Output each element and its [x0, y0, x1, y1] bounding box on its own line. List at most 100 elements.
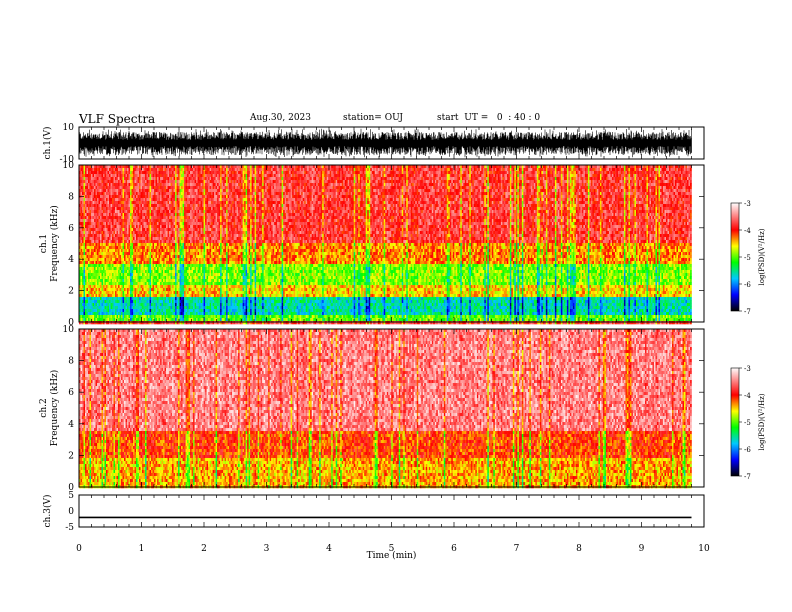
ch1-spec-cell: [101, 165, 104, 169]
ch1-spec-cell: [100, 222, 102, 226]
ch1-spec-cell: [103, 309, 105, 313]
ch1-spec-cell: [98, 309, 101, 313]
ch1-spec-cell: [92, 270, 95, 274]
ch1-spec-cell: [95, 204, 98, 208]
ch1-spec-cell: [131, 243, 134, 247]
ch1-spec-cell: [113, 207, 116, 211]
ch1-spec-cell: [79, 282, 81, 286]
ch1-spec-cell: [131, 294, 134, 298]
ch1-spec-cell: [104, 210, 107, 214]
ch1-spec-cell: [80, 321, 83, 325]
ch1-spec-cell: [104, 273, 107, 277]
ch1-spec-cell: [124, 261, 126, 265]
ch1-spec-cell: [128, 225, 131, 229]
ch1-spec-cell: [92, 285, 95, 289]
ch1-spec-cell: [91, 318, 93, 322]
ch1-spec-cell: [104, 318, 107, 322]
ch1-spec-cell: [94, 303, 96, 307]
ch1-spec-cell: [118, 228, 120, 232]
ch1-spec-cell: [97, 231, 99, 235]
ch1-spec-cell: [125, 321, 128, 325]
ch1-spec-cell: [107, 180, 110, 184]
ch1-spec-cell: [112, 177, 114, 181]
ch1-spec-cell: [128, 276, 131, 280]
ch1-spec-cell: [97, 171, 99, 175]
ch1-spec-cell: [89, 309, 92, 313]
ch1-spec-cell: [86, 201, 89, 205]
ch1-spec-cell: [122, 219, 125, 223]
ch1-spec-cell: [79, 225, 81, 229]
ch1-spec-cell: [130, 288, 132, 292]
ch1-spec-cell: [106, 321, 108, 325]
ch1-spec-cell: [98, 234, 101, 238]
ch1-spec-cell: [109, 207, 111, 211]
ch1-spec-cell: [88, 273, 90, 277]
ch1-spec-cell: [130, 246, 132, 250]
ch1-spec-cell: [125, 237, 128, 241]
ch1-spec-cell: [80, 303, 83, 307]
ch1-spec-cell: [109, 192, 111, 196]
ch1-spec-cell: [91, 297, 93, 301]
ch1-spec-cell: [122, 207, 125, 211]
ch1-spec-cell: [83, 276, 86, 280]
ch1-spec-cell: [110, 297, 113, 301]
ch1-spec-cell: [131, 213, 134, 217]
ch1-spec-cell: [88, 285, 90, 289]
ch1-spec-cell: [94, 315, 96, 319]
ch1-spec-cell: [127, 198, 129, 202]
ch1-spec-cell: [106, 300, 108, 304]
ch1-spec-cell: [95, 246, 98, 250]
ch1-spec-cell: [131, 231, 134, 235]
ch1-spec-cell: [85, 201, 87, 205]
ch1-spec-cell: [79, 306, 81, 310]
ch1-spec-cell: [109, 279, 111, 283]
ch1-spec-cell: [104, 228, 107, 232]
ch1-spec-cell: [115, 171, 117, 175]
ch1-spec-cell: [122, 282, 125, 286]
ch1-spec-cell: [101, 291, 104, 295]
ch1-spec-cell: [115, 168, 117, 172]
ch1-spec-cell: [91, 288, 93, 292]
ch1-spec-cell: [131, 237, 134, 241]
ch1-spec-cell: [104, 171, 107, 175]
ch1-spec-cell: [115, 288, 117, 292]
ch1-spec-cell: [97, 252, 99, 256]
ch1-spec-cell: [103, 303, 105, 307]
ch1-spec-cell: [101, 219, 104, 223]
ch1-spec-cell: [98, 180, 101, 184]
ch1-spec-cell: [118, 183, 120, 187]
ch1-spec-cell: [107, 165, 110, 169]
ch1-spec-cell: [95, 198, 98, 202]
ch1-spec-cell: [97, 234, 99, 238]
ch1-spec-cell: [85, 231, 87, 235]
ch1-spec-cell: [91, 228, 93, 232]
ch1-spec-cell: [106, 228, 108, 232]
ch1-spec-cell: [127, 279, 129, 283]
ch1-spec-cell: [109, 180, 111, 184]
ch1-spec-cell: [128, 195, 131, 199]
ch1-spec-cell: [85, 321, 87, 325]
ch1-spec-cell: [116, 276, 119, 280]
ch1-spec-cell: [128, 177, 131, 181]
ch1-spec-cell: [112, 243, 114, 247]
ch1-spec-cell: [122, 315, 125, 319]
ch1-spec-cell: [104, 174, 107, 178]
ch1-spec-cell: [89, 195, 92, 199]
ch1-spec-cell: [83, 294, 86, 298]
ch1-spec-cell: [130, 207, 132, 211]
ch1-spec-cell: [104, 168, 107, 172]
ch1-spec-cell: [83, 246, 86, 250]
ch1-spec-cell: [130, 315, 132, 319]
ch1-spec-cell: [98, 225, 101, 229]
ch1-spec-cell: [118, 288, 120, 292]
ch1-spec-cell: [94, 255, 96, 259]
ch1-spec-cell: [121, 204, 123, 208]
ch1-spec-cell: [119, 270, 122, 274]
ch1-spec-cell: [115, 282, 117, 286]
ch1-spec-cell: [82, 282, 84, 286]
ch1-spec-cell: [107, 279, 110, 283]
ch1-spec-cell: [112, 315, 114, 319]
ch1-spec-cell: [83, 183, 86, 187]
ch1-spec-cell: [130, 312, 132, 316]
ch1-spec-cell: [104, 255, 107, 259]
